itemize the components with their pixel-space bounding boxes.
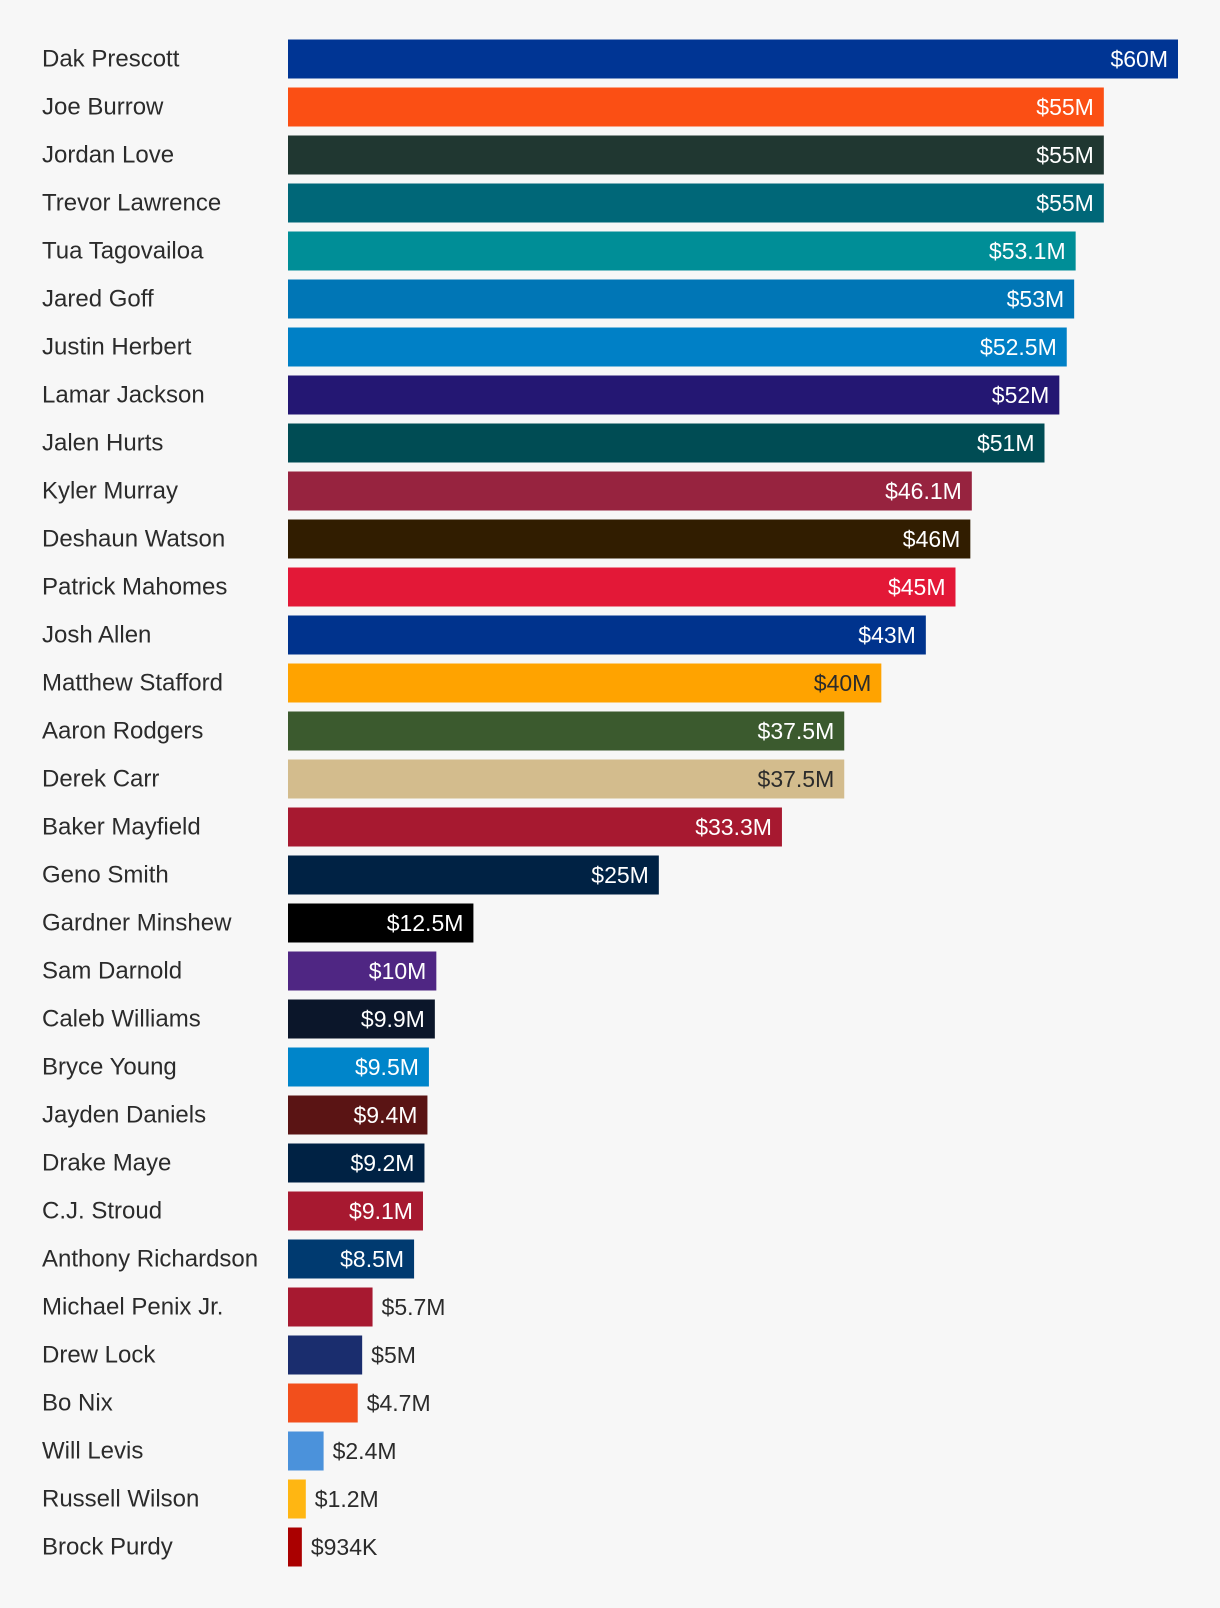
category-label: Kyler Murray <box>42 478 178 505</box>
data-label: $25M <box>591 862 649 888</box>
category-label: Anthony Richardson <box>42 1246 258 1273</box>
bar <box>288 1527 302 1567</box>
bar <box>288 567 956 607</box>
bar <box>288 1431 324 1471</box>
category-label: Brock Purdy <box>42 1534 173 1561</box>
data-label: $5.7M <box>382 1294 446 1320</box>
data-label: $12.5M <box>387 910 464 936</box>
bar <box>288 1143 425 1183</box>
bar <box>288 951 437 991</box>
category-label: Jordan Love <box>42 142 174 169</box>
data-label: $8.5M <box>340 1246 404 1272</box>
category-label: Deshaun Watson <box>42 526 225 553</box>
bar <box>288 87 1104 127</box>
data-label: $40M <box>814 670 872 696</box>
data-label: $43M <box>858 622 916 648</box>
data-label: $55M <box>1036 190 1094 216</box>
category-label: Russell Wilson <box>42 1486 199 1513</box>
data-label: $37.5M <box>758 718 835 744</box>
bar <box>288 375 1060 415</box>
category-label: Josh Allen <box>42 622 151 649</box>
category-label: Jalen Hurts <box>42 430 163 457</box>
data-label: $4.7M <box>367 1390 431 1416</box>
data-label: $55M <box>1036 94 1094 120</box>
data-label: $46M <box>903 526 961 552</box>
data-label: $9.4M <box>353 1102 417 1128</box>
category-label: Caleb Williams <box>42 1006 201 1033</box>
category-label: Tua Tagovailoa <box>42 238 204 265</box>
bar <box>288 519 971 559</box>
data-label: $53.1M <box>989 238 1066 264</box>
bar <box>288 423 1045 463</box>
bar <box>288 903 474 943</box>
data-label: $33.3M <box>695 814 772 840</box>
category-label: Bryce Young <box>42 1054 177 1081</box>
data-label: $9.2M <box>351 1150 415 1176</box>
data-label: $5M <box>371 1342 416 1368</box>
bar <box>288 471 972 511</box>
bar <box>288 39 1178 79</box>
data-label: $1.2M <box>315 1486 379 1512</box>
bar <box>288 615 926 655</box>
data-label: $10M <box>369 958 427 984</box>
bar <box>288 1239 415 1279</box>
data-label: $45M <box>888 574 946 600</box>
data-label: $51M <box>977 430 1035 456</box>
category-label: Lamar Jackson <box>42 382 205 409</box>
data-label: $2.4M <box>333 1438 397 1464</box>
category-label: Jayden Daniels <box>42 1102 206 1129</box>
bar <box>288 1047 429 1087</box>
data-label: $46.1M <box>885 478 962 504</box>
bar <box>288 279 1075 319</box>
bar <box>288 1335 363 1375</box>
bar <box>288 1479 306 1519</box>
category-label: Trevor Lawrence <box>42 190 221 217</box>
bar <box>288 999 435 1039</box>
bar <box>288 183 1104 223</box>
category-label: Justin Herbert <box>42 334 192 361</box>
category-label: Dak Prescott <box>42 46 180 73</box>
bar <box>288 759 845 799</box>
category-label: Jared Goff <box>42 286 154 313</box>
data-label: $934K <box>311 1534 378 1560</box>
bar <box>288 1383 358 1423</box>
category-label: Michael Penix Jr. <box>42 1294 223 1321</box>
category-label: Baker Mayfield <box>42 814 201 841</box>
bar <box>288 327 1067 367</box>
category-label: C.J. Stroud <box>42 1198 162 1225</box>
bar <box>288 1287 373 1327</box>
category-label: Joe Burrow <box>42 94 164 121</box>
bar <box>288 1095 428 1135</box>
bar <box>288 855 659 895</box>
data-label: $9.1M <box>349 1198 413 1224</box>
category-label: Aaron Rodgers <box>42 718 203 745</box>
category-label: Matthew Stafford <box>42 670 223 697</box>
data-label: $60M <box>1110 46 1168 72</box>
data-label: $52.5M <box>980 334 1057 360</box>
category-label: Sam Darnold <box>42 958 182 985</box>
data-label: $52M <box>992 382 1050 408</box>
category-label: Gardner Minshew <box>42 910 232 937</box>
category-label: Will Levis <box>42 1438 143 1465</box>
category-label: Patrick Mahomes <box>42 574 227 601</box>
data-label: $9.5M <box>355 1054 419 1080</box>
data-label: $37.5M <box>758 766 835 792</box>
category-label: Geno Smith <box>42 862 169 889</box>
bar <box>288 807 782 847</box>
data-label: $55M <box>1036 142 1094 168</box>
data-label: $9.9M <box>361 1006 425 1032</box>
category-label: Drake Maye <box>42 1150 171 1177</box>
bar <box>288 135 1104 175</box>
bar <box>288 231 1076 271</box>
bar <box>288 711 845 751</box>
bar <box>288 663 882 703</box>
category-label: Bo Nix <box>42 1390 113 1417</box>
category-label: Drew Lock <box>42 1342 156 1369</box>
bar <box>288 1191 423 1231</box>
data-label: $53M <box>1007 286 1065 312</box>
category-label: Derek Carr <box>42 766 159 793</box>
